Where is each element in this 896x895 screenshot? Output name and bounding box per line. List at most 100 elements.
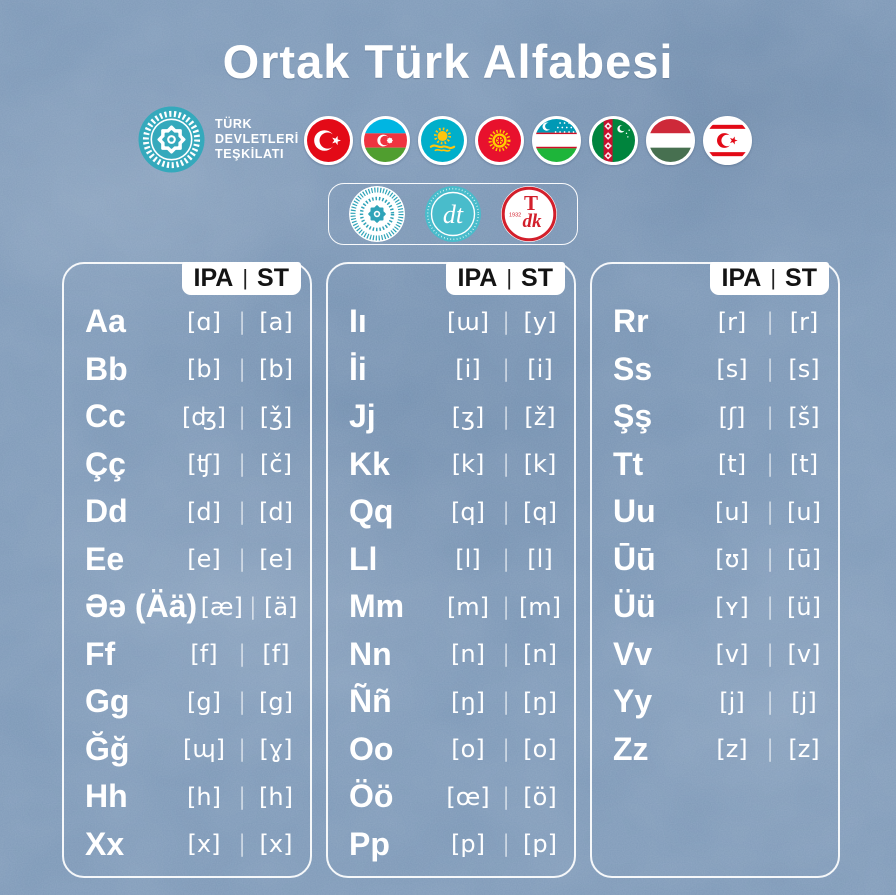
pipe-divider-icon: | xyxy=(238,451,246,478)
page-title: Ortak Türk Alfabesi xyxy=(222,35,674,88)
ipa-value: [ʧ] xyxy=(187,450,221,479)
letter-pair: Gg xyxy=(85,683,130,720)
letter-pair: Kk xyxy=(349,445,390,482)
pipe-divider-icon: | xyxy=(502,546,510,573)
turk-dil-kurumu-logo-icon: T dk 1932 xyxy=(501,186,557,242)
alphabet-row: Çç [ʧ] | [č] xyxy=(85,441,302,489)
alphabet-row: Gg [g] | [g] xyxy=(85,678,302,726)
pipe-divider-icon: | xyxy=(502,736,510,763)
ipa-value: [x] xyxy=(187,830,221,859)
letter-pair: Bb xyxy=(85,350,128,387)
letter-pair: İi xyxy=(349,350,367,387)
ipa-value: [l] xyxy=(455,545,481,574)
ipa-value: [b] xyxy=(187,355,221,384)
pipe-divider-icon: | xyxy=(766,736,774,763)
pipe-divider-icon: | xyxy=(766,356,774,383)
letter-pair: Ll xyxy=(349,540,378,577)
organization-name-line1: TÜRK xyxy=(215,117,253,131)
tdk-year: 1932 xyxy=(509,213,521,219)
ipa-value: [œ] xyxy=(446,782,490,811)
alphabet-row: Ff [f] | [f] xyxy=(85,631,302,679)
alphabet-row: Hh [h] | [h] xyxy=(85,773,302,821)
ipa-header-label: IPA xyxy=(193,264,234,292)
pipe-divider-icon: | xyxy=(238,688,246,715)
pipe-divider-icon: | xyxy=(766,688,774,715)
flag-azerbaijan-icon xyxy=(361,116,410,165)
ipa-value: [v] xyxy=(715,640,749,669)
pipe-divider-icon: | xyxy=(502,308,510,335)
letter-pair: Mm xyxy=(349,588,405,625)
pipe-divider-icon: | xyxy=(502,831,510,858)
alphabet-panel-2: IPA | ST Iı [ɯ] | [y] İi [i] | [i] Jj [ʒ] … xyxy=(326,262,576,878)
st-value: [i] xyxy=(527,355,553,384)
organization-name: TÜRK DEVLETLERİ TEŞKİLATI xyxy=(215,117,299,162)
st-value: [ü] xyxy=(787,592,821,621)
letter-pair: Nn xyxy=(349,635,392,672)
st-value: [ū] xyxy=(787,545,821,574)
letter-pair: Vv xyxy=(613,635,653,672)
st-value: [n] xyxy=(523,640,557,669)
pipe-divider-icon: | xyxy=(766,641,774,668)
ipa-value: [ʊ] xyxy=(715,545,749,574)
pipe-divider-icon: | xyxy=(502,688,510,715)
letter-pair: Xx xyxy=(85,825,125,862)
ipa-st-header: IPA | ST xyxy=(181,262,301,295)
pipe-divider-icon: | xyxy=(248,593,257,620)
alphabet-row: Əə (Ää) [æ] | [ä] xyxy=(85,583,302,631)
letter-pair: Öö xyxy=(349,778,394,815)
ipa-value: [ʤ] xyxy=(181,402,227,431)
letter-pair: Ññ xyxy=(349,683,392,720)
organization-logo-block: TÜRK DEVLETLERİ TEŞKİLATI xyxy=(138,106,299,173)
alphabet-row: İi [i] | [i] xyxy=(349,346,566,394)
letter-pair: Qq xyxy=(349,493,394,530)
letter-pair: Yy xyxy=(613,683,653,720)
st-value: [a] xyxy=(259,307,293,336)
pipe-divider-icon: | xyxy=(502,641,510,668)
ipa-value: [q] xyxy=(451,497,485,526)
alphabet-row: Tt [t] | [t] xyxy=(613,441,830,489)
st-header-label: ST xyxy=(785,264,817,292)
st-value: [r] xyxy=(789,307,819,336)
letter-pair: Şş xyxy=(613,398,653,435)
ipa-value: [ɑ] xyxy=(187,307,221,336)
alphabet-row: Şş [ʃ] | [š] xyxy=(613,393,830,441)
pipe-divider-icon: | xyxy=(238,308,246,335)
ipa-value: [ʒ] xyxy=(451,402,485,431)
flag-kazakhstan-icon xyxy=(418,116,467,165)
letter-pair: Ff xyxy=(85,635,116,672)
ipa-value: [h] xyxy=(187,782,221,811)
flag-turkiye-icon xyxy=(304,116,353,165)
pipe-divider-icon: | xyxy=(766,451,774,478)
ipa-value: [i] xyxy=(455,355,481,384)
alphabet-row: Ğğ [ɰ] | [ɣ] xyxy=(85,726,302,774)
letter-pair: Üü xyxy=(613,588,656,625)
alphabet-row: Aa [ɑ] | [a] xyxy=(85,298,302,346)
st-header-label: ST xyxy=(521,264,553,292)
alphabet-row: Ee [e] | [e] xyxy=(85,536,302,584)
ipa-value: [j] xyxy=(719,687,745,716)
letter-pair: Ee xyxy=(85,540,125,577)
flag-northern-cyprus-icon xyxy=(703,116,752,165)
pipe-divider-icon: | xyxy=(238,498,246,525)
pipe-divider-icon: | xyxy=(766,593,774,620)
member-flags-row xyxy=(304,116,752,165)
ipa-value: [t] xyxy=(717,450,747,479)
letter-pair: Rr xyxy=(613,303,649,340)
ipa-st-header: IPA | ST xyxy=(709,262,829,295)
alphabet-row: Nn [n] | [n] xyxy=(349,631,566,679)
ipa-value: [u] xyxy=(715,497,749,526)
st-value: [o] xyxy=(523,735,557,764)
st-value: [q] xyxy=(523,497,557,526)
pipe-divider-icon: | xyxy=(238,641,246,668)
st-value: [ä] xyxy=(263,592,298,621)
tdk-monogram-top: T xyxy=(524,191,538,215)
ipa-value: [f] xyxy=(190,640,218,669)
turkic-academy-logo-icon: dt xyxy=(425,186,481,242)
pipe-divider-icon: | xyxy=(238,403,246,430)
st-value: [v] xyxy=(787,640,821,669)
st-value: [z] xyxy=(788,735,820,764)
st-value: [d] xyxy=(259,497,293,526)
alphabet-row: Cc [ʤ] | [ǯ] xyxy=(85,393,302,441)
ipa-value: [p] xyxy=(451,830,485,859)
ipa-value: [d] xyxy=(187,497,221,526)
